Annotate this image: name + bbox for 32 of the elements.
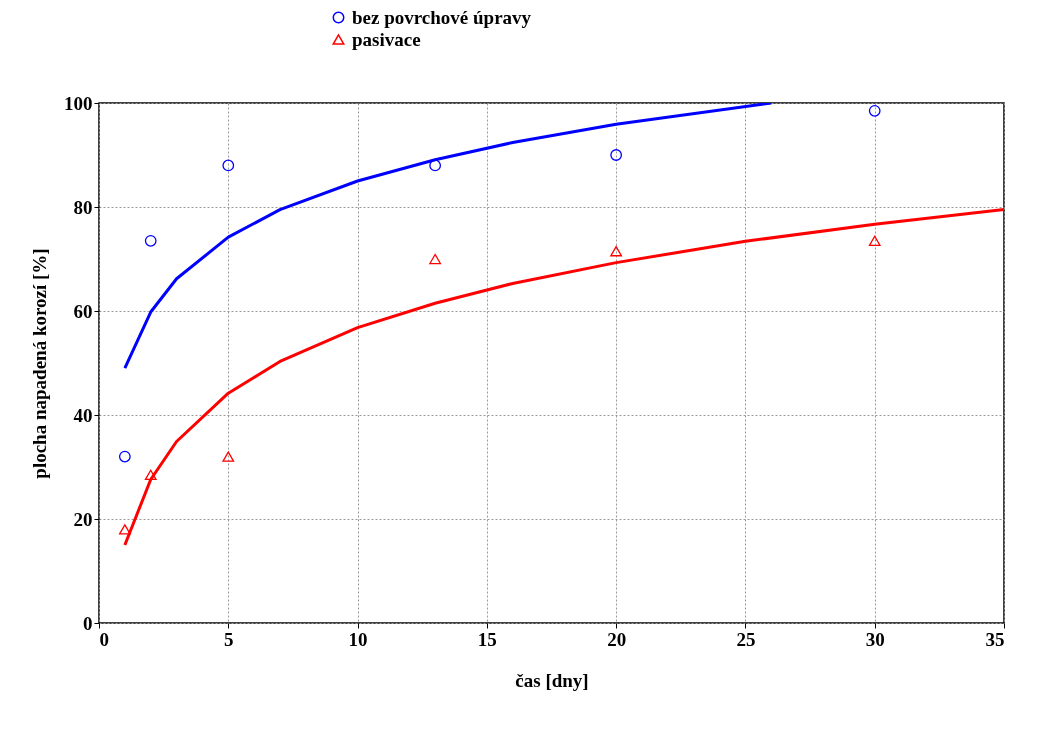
point (429, 159, 442, 172)
point (222, 451, 235, 462)
x-tick-label: 35 (985, 628, 1005, 650)
point (118, 524, 131, 535)
y-tick-label: 100 (64, 92, 93, 114)
line-series (123, 103, 773, 370)
legend-label: bez povrchové úpravy (352, 6, 532, 28)
y-tick-label: 20 (73, 508, 93, 530)
x-axis-title: čas [dny] (515, 669, 589, 691)
point (610, 246, 623, 257)
legend-label: pasivace (352, 28, 421, 50)
y-tick-label: 80 (73, 196, 93, 218)
point (222, 159, 235, 172)
point (610, 149, 623, 161)
y-axis-title: plocha napadená korozí [%] (29, 248, 50, 479)
x-tick-label: 0 (99, 628, 109, 650)
line-series (123, 208, 1004, 547)
point (118, 450, 131, 463)
y-tick-label: 40 (73, 404, 93, 426)
point (429, 253, 442, 265)
point (144, 469, 157, 480)
point (144, 234, 157, 247)
x-tick-label: 5 (224, 628, 234, 650)
x-tick-label: 10 (348, 628, 368, 650)
x-tick-label: 20 (607, 628, 627, 650)
point (868, 104, 881, 117)
y-tick-label: 0 (83, 612, 93, 634)
y-tick-label: 60 (73, 300, 93, 322)
x-tick-label: 15 (477, 628, 497, 650)
x-tick-label: 25 (736, 628, 756, 650)
point (868, 235, 881, 246)
x-tick-label: 30 (865, 628, 885, 650)
